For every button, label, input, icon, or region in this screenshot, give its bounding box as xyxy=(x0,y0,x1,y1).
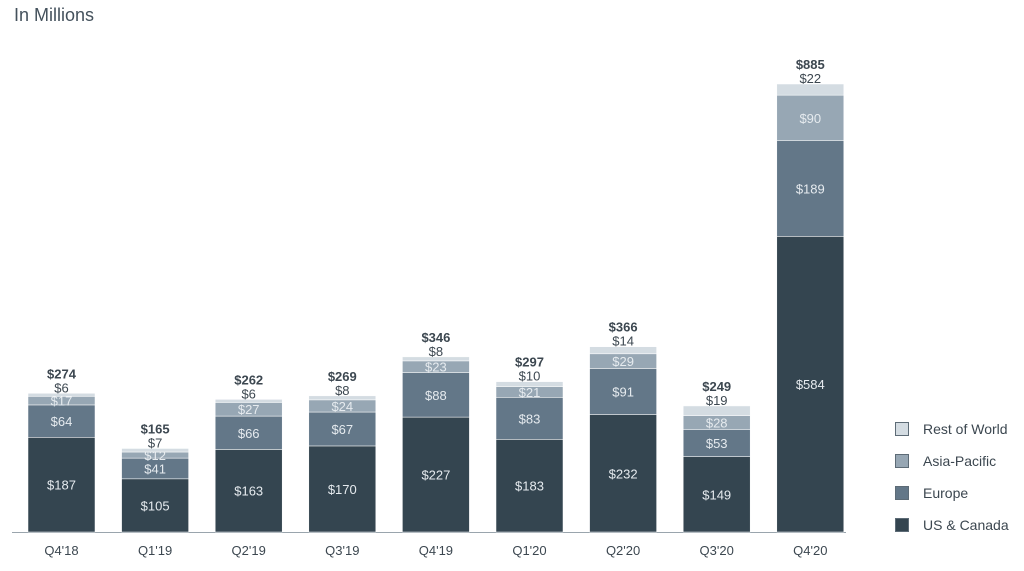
bar-segment-rest-of-world xyxy=(214,399,283,403)
x-tick-label: Q2'20 xyxy=(606,543,640,558)
legend-swatch xyxy=(895,422,909,436)
data-label: $64 xyxy=(51,414,73,429)
data-label: $189 xyxy=(796,182,825,197)
bar-segment-us-canada xyxy=(776,236,845,533)
data-label: $29 xyxy=(612,354,634,369)
bar-segment-europe xyxy=(27,404,96,438)
bar-segment-europe xyxy=(589,368,657,415)
bar-segment-europe xyxy=(308,411,377,447)
data-label: $19 xyxy=(706,393,728,408)
bar-segment-rest-of-world xyxy=(402,356,470,362)
total-label: $165 xyxy=(141,421,170,436)
data-label: $53 xyxy=(706,436,728,451)
data-label: $83 xyxy=(519,411,541,426)
legend-swatch xyxy=(895,518,909,532)
data-label: $28 xyxy=(706,416,728,431)
data-label: $24 xyxy=(331,399,353,414)
data-label: $14 xyxy=(612,334,634,349)
data-label: $21 xyxy=(519,385,541,400)
x-tick-label: Q4'18 xyxy=(44,543,78,558)
bar-segment-europe xyxy=(214,415,283,450)
data-label: $6 xyxy=(54,380,68,395)
x-tick-label: Q2'19 xyxy=(232,543,266,558)
bar-segment-europe xyxy=(682,429,751,457)
bar-segment-us-canada xyxy=(308,445,377,533)
chart-subtitle: In Millions xyxy=(14,5,95,25)
data-label: $105 xyxy=(141,498,170,513)
legend: Rest of World Asia-Pacific Europe US & Cana… xyxy=(895,413,1009,541)
legend-item: Asia-Pacific xyxy=(895,445,1009,477)
total-label: $269 xyxy=(328,369,357,384)
x-tick-label: Q4'20 xyxy=(793,543,827,558)
data-label: $6 xyxy=(241,386,255,401)
x-tick-label: Q1'20 xyxy=(512,543,546,558)
data-label: $183 xyxy=(515,479,544,494)
bar-segment-us-canada xyxy=(214,449,283,533)
bar-segment-asia-pacific xyxy=(776,94,845,141)
total-label: $346 xyxy=(421,330,450,345)
legend-item: Europe xyxy=(895,477,1009,509)
bar-segment-us-canada xyxy=(495,439,564,533)
bar-segment-rest-of-world xyxy=(495,381,564,387)
x-tick-label: Q4'19 xyxy=(419,543,453,558)
legend-label: US & Canada xyxy=(923,517,1009,533)
bar-segment-rest-of-world xyxy=(27,393,96,397)
data-label: $17 xyxy=(51,394,73,409)
data-label: $149 xyxy=(702,487,731,502)
bar-segment-europe xyxy=(495,397,564,440)
total-label: $366 xyxy=(609,320,638,335)
data-label: $163 xyxy=(234,484,263,499)
bar-segment-europe xyxy=(776,140,845,237)
x-tick-label: Q1'19 xyxy=(138,543,172,558)
bar-segment-us-canada xyxy=(27,437,96,533)
bar-segment-us-canada xyxy=(589,414,657,533)
legend-item: US & Canada xyxy=(895,509,1009,541)
legend-item: Rest of World xyxy=(895,413,1009,445)
total-label: $297 xyxy=(515,355,544,370)
total-label: $262 xyxy=(234,372,263,387)
data-label: $67 xyxy=(331,422,353,437)
bar-segment-rest-of-world xyxy=(776,83,845,96)
data-label: $22 xyxy=(799,71,821,86)
data-label: $41 xyxy=(144,461,166,476)
data-label: $8 xyxy=(429,344,443,359)
bar-segment-rest-of-world xyxy=(308,395,377,401)
data-label: $227 xyxy=(421,468,450,483)
data-label: $88 xyxy=(425,388,447,403)
bar-segment-us-canada xyxy=(402,416,470,533)
data-label: $27 xyxy=(238,402,260,417)
data-label: $10 xyxy=(519,369,541,384)
data-label: $23 xyxy=(425,360,447,375)
legend-label: Rest of World xyxy=(923,421,1008,437)
data-label: $8 xyxy=(335,383,349,398)
legend-swatch xyxy=(895,454,909,468)
bar-segment-rest-of-world xyxy=(121,448,189,453)
total-label: $249 xyxy=(702,379,731,394)
bar-segment-rest-of-world xyxy=(589,346,657,355)
data-label: $232 xyxy=(609,466,638,481)
legend-label: Europe xyxy=(923,485,969,501)
data-label: $584 xyxy=(796,377,825,392)
total-label: $274 xyxy=(47,366,77,381)
x-tick-label: Q3'19 xyxy=(325,543,359,558)
bar-segment-us-canada xyxy=(121,478,189,533)
data-label: $170 xyxy=(328,482,357,497)
total-label: $885 xyxy=(796,57,825,72)
legend-label: Asia-Pacific xyxy=(923,453,997,469)
data-label: $187 xyxy=(47,478,76,493)
data-label: $66 xyxy=(238,426,260,441)
x-tick-label: Q3'20 xyxy=(700,543,734,558)
bar-segment-rest-of-world xyxy=(682,405,751,416)
data-label: $7 xyxy=(148,435,162,450)
legend-swatch xyxy=(895,486,909,500)
data-label: $90 xyxy=(799,111,821,126)
bar-segment-europe xyxy=(402,372,470,418)
data-label: $91 xyxy=(612,385,634,400)
